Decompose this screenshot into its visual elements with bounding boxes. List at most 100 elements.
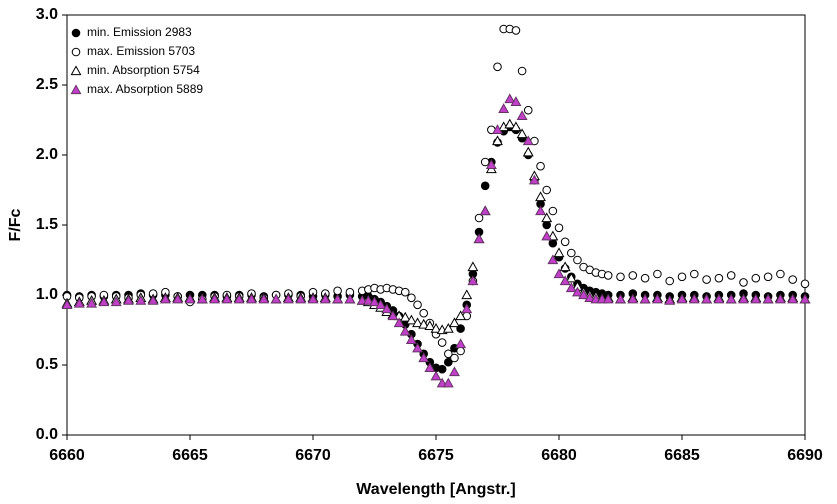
data-point [473,233,485,244]
data-point [381,303,393,314]
data-point [399,325,411,336]
data-point [799,293,811,304]
data-point [750,293,762,304]
legend-marker [70,65,82,76]
data-point [405,334,417,344]
data-point [702,275,711,284]
data-point [565,272,577,283]
data-point [400,287,410,297]
data-point [270,293,282,304]
data-point [246,293,257,304]
data-point [627,293,639,304]
data-point [467,261,479,272]
y-tick-label: 2.5 [36,76,58,93]
y-tick-label: 1.0 [36,286,58,303]
data-point [413,300,422,310]
data-point [449,366,460,377]
legend-marker [71,28,81,38]
data-point [442,322,454,333]
x-tick-label: 6690 [787,447,823,464]
x-tick-label: 6665 [172,447,208,464]
data-point [553,247,565,258]
data-point [221,293,233,304]
data-point [560,237,570,247]
data-point [762,293,774,304]
data-point [393,317,405,328]
data-point [751,273,761,283]
data-point [542,220,552,230]
data-point [516,110,528,120]
data-point [467,275,479,286]
legend-label: max. Emission 5703 [87,44,195,58]
data-point [387,310,399,321]
data-point [602,293,614,304]
data-point [677,272,687,282]
data-point [418,318,430,329]
data-point [159,293,171,304]
data-point [535,205,546,216]
data-point [444,357,453,367]
data-point [701,293,713,304]
x-tick-label: 6675 [418,447,454,464]
data-point [61,299,73,309]
data-point [405,314,417,325]
data-point [332,293,344,304]
data-point [714,273,724,283]
data-point [362,294,374,305]
data-point [603,271,613,280]
data-point [333,286,342,296]
data-point [510,96,522,106]
data-point [559,261,571,272]
x-tick-label: 6680 [541,447,577,464]
data-point [147,294,159,305]
data-point [485,159,497,169]
data-point [690,269,699,279]
data-point [639,293,651,304]
data-point [419,308,429,318]
data-point [196,293,208,304]
data-point [511,26,521,35]
data-point [344,293,356,304]
data-point [517,66,527,76]
legend-label: min. Absorption 5754 [87,63,200,77]
data-point [541,212,553,223]
data-point [565,282,577,293]
data-point [664,294,676,305]
legend-marker [70,84,82,95]
data-point [455,338,467,349]
data-point [567,248,576,258]
legend-label: min. Emission 2983 [87,25,192,39]
data-point [725,293,737,304]
data-point [787,293,799,304]
data-point [295,293,307,304]
data-point [665,276,675,286]
y-tick-label: 1.5 [36,216,58,233]
data-point [258,293,270,304]
data-point [554,223,564,233]
x-tick-label: 6670 [295,447,331,464]
x-tick-label: 6685 [664,447,700,464]
data-point [73,297,85,308]
data-point [412,342,423,353]
data-point [479,205,491,216]
data-point [800,279,810,289]
x-axis-label: Wavelength [Angstr.] [356,481,515,498]
data-point [640,273,650,283]
y-axis-label: F/Fc [7,208,24,241]
data-point [418,352,430,363]
x-tick-label: 6660 [49,447,85,464]
data-point [573,255,582,265]
data-point [442,377,454,388]
data-point [528,174,540,185]
data-point [480,181,490,191]
data-point [461,289,473,300]
data-point [430,370,442,381]
data-point [559,275,571,286]
data-point [542,185,552,195]
data-point [510,121,522,132]
data-point [444,349,453,359]
data-point [474,213,484,223]
data-point [523,105,533,115]
data-point [536,161,545,171]
